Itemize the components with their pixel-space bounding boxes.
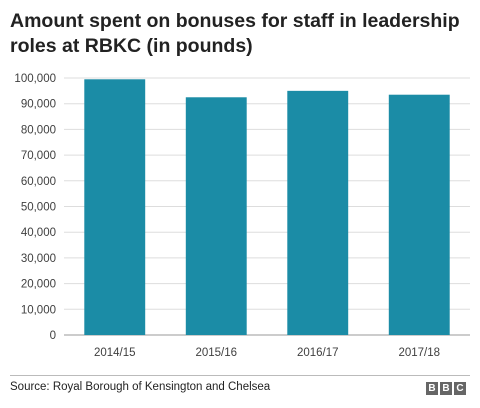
y-tick-label: 80,000 — [21, 124, 56, 136]
y-tick-label: 60,000 — [21, 176, 56, 188]
y-tick-label: 30,000 — [21, 253, 56, 265]
logo-letter: B — [426, 382, 438, 395]
x-tick-label: 2014/15 — [94, 347, 136, 359]
source-note: Source: Royal Borough of Kensington and … — [10, 381, 271, 393]
y-tick-label: 100,000 — [14, 73, 56, 85]
bbc-logo: B B C — [426, 382, 466, 395]
footer-divider — [10, 375, 470, 376]
y-tick-label: 70,000 — [21, 150, 56, 162]
x-tick-label: 2017/18 — [398, 347, 440, 359]
chart-title: Amount spent on bonuses for staff in lea… — [10, 10, 460, 57]
x-tick-label: 2016/17 — [297, 347, 339, 359]
bars — [84, 79, 450, 336]
logo-letter: C — [454, 382, 466, 395]
logo-letter: B — [440, 382, 452, 395]
bar-2014-15 — [84, 79, 146, 335]
y-tick-label: 50,000 — [21, 202, 56, 214]
bar-2015-16 — [185, 97, 247, 336]
y-tick-label: 0 — [50, 330, 56, 342]
y-tick-label: 90,000 — [21, 99, 56, 111]
y-tick-label: 20,000 — [21, 279, 56, 291]
x-tick-label: 2015/16 — [195, 347, 237, 359]
bar-chart: 0 10,000 20,000 30,000 40,000 50,000 60,000 70,… — [14, 73, 470, 359]
y-tick-label: 40,000 — [21, 227, 56, 239]
y-tick-label: 10,000 — [21, 304, 56, 316]
bar-2017-18 — [388, 94, 450, 335]
y-axis-ticks: 0 10,000 20,000 30,000 40,000 50,000 60,000 70,… — [14, 73, 56, 342]
x-axis-ticks: 2014/15 2015/16 2016/17 2017/18 — [94, 347, 440, 359]
bar-2016-17 — [287, 90, 349, 335]
